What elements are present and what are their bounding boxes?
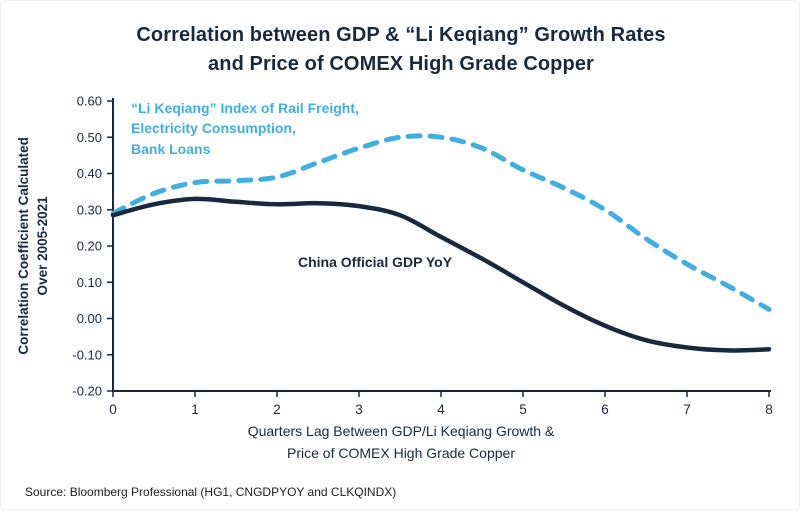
source-note: Source: Bloomberg Professional (HG1, CNG… — [25, 485, 397, 499]
x-tick-label: 7 — [683, 402, 691, 416]
y-tick-label: -0.20 — [72, 384, 102, 399]
x-tick-label: 8 — [765, 402, 773, 416]
x-tick-label: 0 — [109, 402, 117, 416]
y-tick-label: 0.30 — [77, 202, 102, 217]
x-tick-label: 1 — [191, 402, 199, 416]
x-tick-label: 5 — [519, 402, 527, 416]
y-axis-label: Correlation Coefficient Calculated Over … — [16, 137, 50, 355]
x-tick-label: 6 — [601, 402, 609, 416]
x-axis-label: Quarters Lag Between GDP/Li Keqiang Grow… — [247, 423, 555, 461]
y-tick-label: 0.00 — [77, 311, 102, 326]
legend-china-gdp: China Official GDP YoY — [298, 254, 453, 270]
series-line-li-keqiang — [110, 133, 772, 312]
x-tick-label: 2 — [273, 402, 281, 416]
y-tick-label: 0.50 — [77, 130, 102, 145]
chart-svg: 0.60 0.50 0.40 0.30 0.20 0.10 0.00 -0.10 -0.20 0 1… — [72, 94, 773, 418]
legend-li-keqiang-index: “Li Keqiang” Index of Rail Freight, Elec… — [131, 100, 359, 157]
y-tick-label: -0.10 — [72, 347, 102, 362]
y-tick-label: 0.10 — [77, 275, 102, 290]
y-tick-label: 0.40 — [77, 166, 102, 181]
x-tick-label: 3 — [355, 402, 363, 416]
chart-title: Correlation between GDP & “Li Keqiang” G… — [136, 24, 666, 75]
plot-area: 0.60 0.50 0.40 0.30 0.20 0.10 0.00 -0.10 -0.20 0 1… — [61, 86, 791, 418]
y-tick-label: 0.60 — [77, 94, 102, 109]
y-tick-label: 0.20 — [77, 239, 102, 254]
x-tick-label: 4 — [437, 402, 445, 416]
series-line-gdp — [110, 196, 772, 353]
